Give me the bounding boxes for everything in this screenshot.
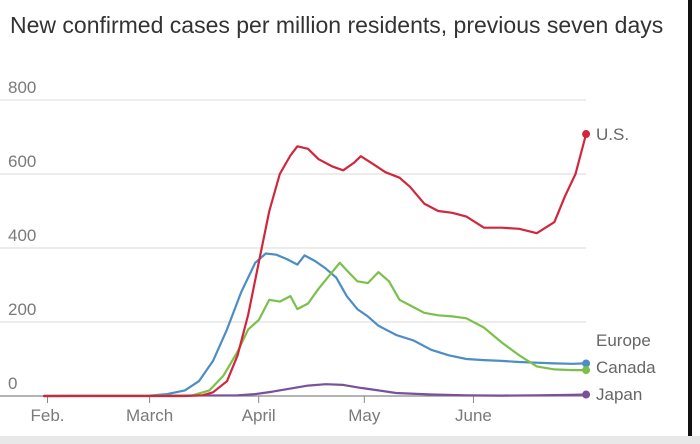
series-label-japan: Japan [596, 385, 642, 404]
series-end-point-us [582, 130, 591, 139]
series-line-us [42, 132, 588, 398]
x-tick-label-june: June [455, 406, 492, 425]
x-tick-label-april: April [242, 406, 276, 425]
series-end-point-canada [582, 366, 591, 375]
x-tick-label-feb: Feb. [31, 406, 65, 425]
chart-title: New confirmed cases per million resident… [10, 12, 664, 38]
y-tick-label-800: 800 [8, 78, 36, 97]
series-end-point-europe [582, 359, 591, 368]
series-line-canada [42, 261, 588, 398]
frame-right-edge [688, 0, 692, 444]
series-label-europe: Europe [596, 331, 651, 350]
frame-bottom-edge [0, 436, 700, 444]
y-tick-label-200: 200 [8, 300, 36, 319]
y-tick-label-600: 600 [8, 152, 36, 171]
y-tick-label-0: 0 [8, 374, 17, 393]
x-tick-label-may: May [348, 406, 381, 425]
series-line-japan [42, 383, 588, 398]
y-tick-label-400: 400 [8, 226, 36, 245]
series-end-point-japan [582, 390, 591, 399]
series-label-canada: Canada [596, 358, 656, 377]
x-tick-label-march: March [126, 406, 173, 425]
series-line-europe [42, 252, 588, 398]
series-label-us: U.S. [596, 125, 629, 144]
